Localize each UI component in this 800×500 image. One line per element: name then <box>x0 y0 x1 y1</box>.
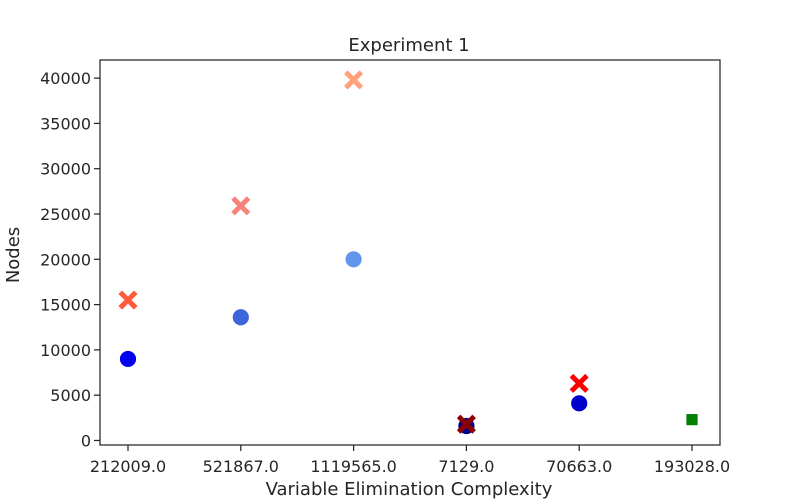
y-tick-label: 40000 <box>40 69 91 88</box>
y-tick-label: 35000 <box>40 114 91 133</box>
x-tick-label: 521867.0 <box>203 457 279 476</box>
data-point-circle <box>344 250 363 269</box>
y-tick-label: 5000 <box>50 386 91 405</box>
y-tick-label: 25000 <box>40 205 91 224</box>
x-tick-label: 70663.0 <box>546 457 612 476</box>
data-point-circle <box>119 350 137 368</box>
data-point-x <box>118 290 138 310</box>
y-tick-label: 10000 <box>40 341 91 360</box>
y-tick-label: 0 <box>81 431 91 450</box>
y-tick-label: 20000 <box>40 250 91 269</box>
data-point-x <box>344 70 364 90</box>
y-axis-label: Nodes <box>3 227 24 283</box>
y-tick-label: 15000 <box>40 296 91 315</box>
x-tick-label: 212009.0 <box>90 457 166 476</box>
data-point-square <box>685 413 699 427</box>
x-tick-label: 193028.0 <box>654 457 730 476</box>
plot-frame <box>99 59 721 446</box>
data-point-x <box>456 414 476 434</box>
x-tick-label: 1119565.0 <box>310 457 397 476</box>
data-point-circle <box>231 308 250 327</box>
x-axis-label: Variable Elimination Complexity <box>266 479 553 500</box>
axis-ticks: 0 5000 10000 15000 20000 25000 30000 35000 40000… <box>40 69 730 476</box>
data-point-x <box>569 373 589 393</box>
data-point-circle <box>570 394 589 413</box>
y-tick-label: 30000 <box>40 160 91 179</box>
data-point-x <box>231 196 251 216</box>
chart-title: Experiment 1 <box>348 35 469 56</box>
x-tick-label: 7129.0 <box>438 457 494 476</box>
data-points <box>118 70 699 435</box>
